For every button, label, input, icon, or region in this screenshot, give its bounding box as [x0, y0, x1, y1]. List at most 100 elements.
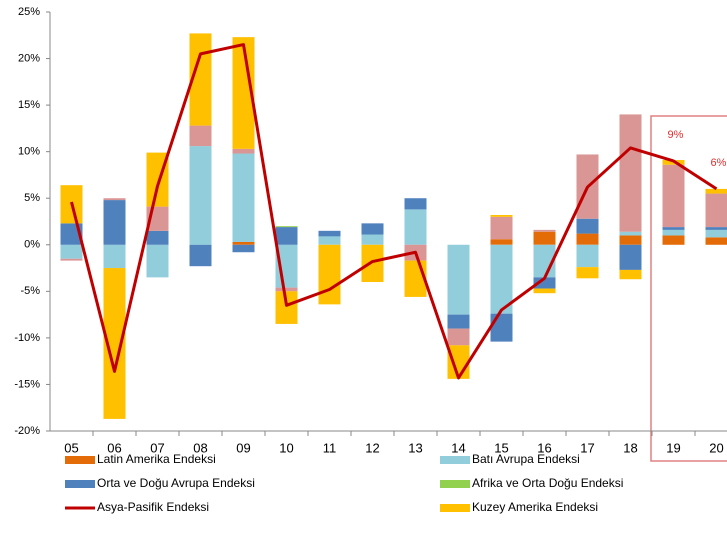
x-tick-label: 07 [150, 440, 164, 455]
bar-segment [490, 239, 513, 245]
x-tick-label: 11 [323, 440, 337, 455]
x-tick-label: 19 [666, 440, 680, 455]
bar-segment [576, 218, 599, 234]
x-tick-label: 08 [193, 440, 207, 455]
bar-segment [275, 227, 298, 245]
bar-segment [146, 244, 169, 278]
legend-label: Afrika ve Orta Doğu Endeksi [472, 476, 623, 490]
bar-segment [232, 244, 255, 253]
bar-segment [232, 148, 255, 154]
bar-segment [619, 269, 642, 280]
bar-segment [490, 313, 513, 342]
bar-segment [619, 244, 642, 270]
x-tick-label: 18 [623, 440, 637, 455]
legend-label: Orta ve Doğu Avrupa Endeksi [97, 476, 255, 490]
value-label: 6% [711, 157, 727, 169]
bar-segment [662, 227, 685, 230]
y-tick-label: 20% [18, 52, 40, 64]
bar-segment [60, 244, 83, 259]
y-tick-label: -10% [14, 332, 40, 344]
legend-label: Latin Amerika Endeksi [97, 452, 216, 466]
bar-segment [275, 291, 298, 324]
bar-segment [576, 233, 599, 245]
bar-segment [103, 200, 126, 245]
x-tick-label: 15 [494, 440, 508, 455]
x-tick-label: 09 [236, 440, 250, 455]
bar-segment [576, 267, 599, 279]
bar-segment [103, 268, 126, 419]
bar-segment [447, 314, 470, 329]
bar-segment [447, 244, 470, 315]
bar-segment [318, 236, 341, 245]
highlight-box [650, 115, 727, 462]
bar-segment [275, 226, 298, 228]
legend-label: Kuzey Amerika Endeksi [472, 500, 598, 514]
x-tick-label: 10 [279, 440, 293, 455]
bar-segment [103, 244, 126, 269]
bar-segment [490, 216, 513, 240]
bar-segment [189, 244, 212, 267]
x-tick-label: 05 [64, 440, 78, 455]
bar-segment [232, 37, 255, 149]
bar-segment [361, 223, 384, 235]
bar-segment [361, 234, 384, 245]
x-tick-label: 20 [709, 440, 723, 455]
legend-swatch [440, 456, 470, 464]
x-tick-label: 16 [537, 440, 551, 455]
bar-segment [619, 114, 642, 232]
bar-segment [361, 244, 384, 283]
bar-segment [60, 258, 83, 261]
y-tick-label: 25% [18, 6, 40, 18]
legend-swatch [440, 480, 470, 488]
bar-segment [533, 288, 556, 294]
legend-swatch [65, 480, 95, 488]
legend-label: Batı Avrupa Endeksi [472, 452, 580, 466]
y-tick-label: 5% [24, 192, 40, 204]
bar-segment [705, 193, 727, 228]
bar-segment [533, 231, 556, 245]
y-tick-label: 15% [18, 99, 40, 111]
bar-segment [619, 235, 642, 245]
legend-label: Asya-Pasifik Endeksi [97, 500, 209, 514]
y-tick-label: -15% [14, 378, 40, 390]
y-tick-label: -5% [20, 285, 40, 297]
bar-segment [662, 164, 685, 228]
x-tick-label: 14 [451, 440, 465, 455]
value-label: 9% [668, 129, 684, 141]
bar-segment [533, 277, 556, 289]
bar-segment [146, 230, 169, 245]
bar-segment [662, 235, 685, 245]
bar-segment [318, 244, 341, 305]
bar-segment [318, 230, 341, 237]
bar-segment [275, 287, 298, 292]
legend-swatch [440, 504, 470, 512]
bar-segment [705, 237, 727, 245]
bar-segment [705, 229, 727, 238]
x-tick-label: 12 [365, 440, 379, 455]
bar-segment [705, 227, 727, 230]
line [70, 43, 718, 380]
bar-segment [490, 244, 513, 314]
bar-segment [662, 229, 685, 236]
bar-segment [189, 33, 212, 126]
y-tick-label: 0% [24, 239, 40, 251]
bar-segment [232, 241, 255, 245]
x-tick-label: 13 [408, 440, 422, 455]
bar-segment [404, 209, 427, 245]
bar-segment [705, 188, 727, 194]
legend-swatch [65, 456, 95, 464]
bar-segment [404, 198, 427, 210]
x-tick-label: 17 [580, 440, 594, 455]
bar-segment [232, 153, 255, 242]
bar-segment [576, 244, 599, 268]
x-tick-label: 06 [107, 440, 121, 455]
bar-segment [619, 231, 642, 236]
y-tick-label: -20% [14, 425, 40, 437]
bar-segment [447, 328, 470, 346]
bar-segment [490, 214, 513, 217]
bar-segment [103, 198, 126, 201]
bar-segment [189, 146, 212, 245]
bar-segment [533, 229, 556, 232]
bar-segment [189, 125, 212, 147]
